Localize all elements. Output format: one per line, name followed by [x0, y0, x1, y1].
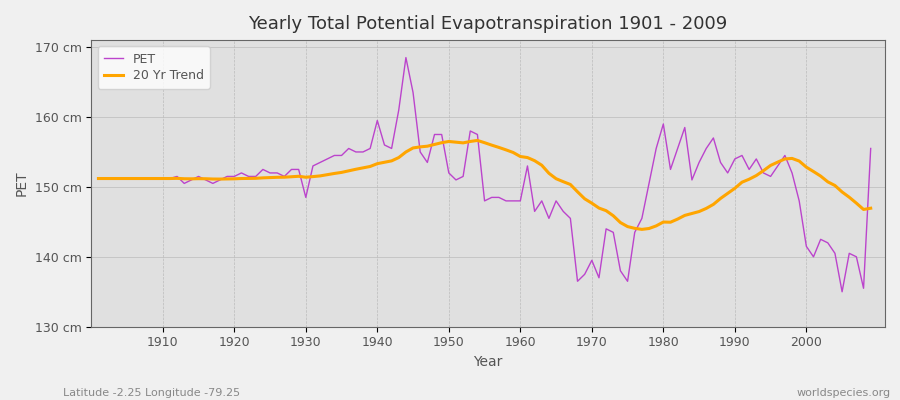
PET [608, 230, 618, 235]
20 Yr Trend [472, 138, 482, 143]
Text: worldspecies.org: worldspecies.org [796, 388, 891, 398]
X-axis label: Year: Year [473, 355, 503, 369]
PET [350, 150, 361, 154]
20 Yr Trend [608, 213, 618, 218]
PET [522, 164, 533, 168]
PET [515, 198, 526, 203]
PET [865, 146, 876, 151]
20 Yr Trend [93, 176, 104, 181]
Line: PET: PET [98, 58, 870, 292]
PET [400, 55, 411, 60]
20 Yr Trend [522, 155, 533, 160]
Legend: PET, 20 Yr Trend: PET, 20 Yr Trend [97, 46, 210, 89]
20 Yr Trend [865, 206, 876, 211]
20 Yr Trend [636, 227, 647, 232]
PET [93, 176, 104, 181]
Y-axis label: PET: PET [15, 171, 29, 196]
20 Yr Trend [308, 174, 319, 179]
20 Yr Trend [150, 176, 161, 181]
PET [308, 164, 319, 168]
20 Yr Trend [515, 154, 526, 159]
PET [150, 176, 161, 181]
PET [837, 289, 848, 294]
Line: 20 Yr Trend: 20 Yr Trend [98, 140, 870, 229]
Title: Yearly Total Potential Evapotranspiration 1901 - 2009: Yearly Total Potential Evapotranspiratio… [248, 15, 728, 33]
Text: Latitude -2.25 Longitude -79.25: Latitude -2.25 Longitude -79.25 [63, 388, 240, 398]
20 Yr Trend [350, 167, 361, 172]
